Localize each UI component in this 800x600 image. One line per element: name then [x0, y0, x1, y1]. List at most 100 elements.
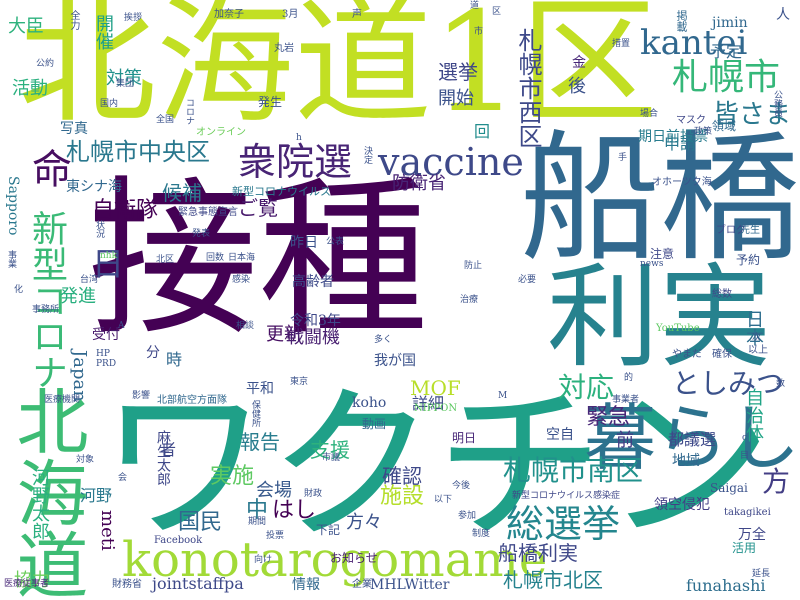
word: 全力 — [68, 10, 79, 30]
word: 影響 — [132, 391, 151, 401]
word: 北海道1区 — [18, 0, 658, 143]
word: news — [640, 259, 664, 269]
word: 明日 — [452, 431, 477, 445]
word: 札幌市西区 — [514, 28, 542, 148]
word: ワクチン — [100, 368, 772, 564]
word: 詳細 — [412, 394, 445, 413]
word: 日本海 — [228, 253, 256, 263]
word: コロナ — [184, 98, 194, 125]
word: 発表 — [192, 229, 211, 239]
word: 今後 — [452, 481, 471, 491]
word: 暮らし — [583, 396, 800, 480]
word: NIPPON — [414, 403, 458, 414]
word: 財務省 — [112, 579, 142, 590]
word: マスク — [676, 115, 706, 126]
word: 防衛省 — [392, 173, 446, 194]
word: 麻生太郎 — [155, 430, 171, 486]
word: 次 — [752, 333, 762, 343]
word: 事務所 — [32, 305, 60, 315]
word: jimin — [712, 15, 748, 31]
word: 対応 — [558, 371, 615, 404]
word: 施設 — [380, 484, 425, 509]
word: 活動 — [12, 78, 48, 99]
word: 緊急事態宣言 — [178, 207, 238, 218]
word: 船橋利実 — [498, 541, 578, 565]
word: 挨拶 — [124, 13, 143, 23]
word: 対象 — [76, 455, 95, 465]
word: 昨日 — [290, 235, 318, 251]
word: 金 — [572, 55, 586, 71]
word: 感染 — [232, 275, 251, 285]
word: 接種 — [88, 161, 429, 359]
word: 地域 — [672, 453, 700, 469]
word: 事業 — [6, 250, 16, 268]
word: 区 — [492, 7, 502, 17]
word: 決定 — [362, 146, 372, 164]
word: vaccine — [378, 140, 524, 184]
word: 政策 — [694, 127, 713, 137]
word: 対策 — [106, 68, 142, 89]
word: 新型コロナウイルス — [232, 185, 331, 198]
word: 方 — [762, 465, 791, 498]
word: 河野太郎 — [29, 468, 50, 540]
word: 緊急 — [586, 405, 631, 430]
word: 報告 — [240, 430, 280, 454]
word: M — [498, 391, 508, 401]
word: 治療 — [460, 295, 479, 305]
word: 会場 — [256, 480, 292, 501]
word: 後 — [568, 76, 586, 97]
word: 分 — [146, 345, 160, 361]
word: 手 — [618, 153, 628, 163]
word: 命 — [32, 147, 72, 193]
word: 都議選 — [668, 430, 717, 449]
word: お知らせ — [330, 551, 378, 565]
word: 確認 — [382, 464, 422, 488]
word: 多く — [374, 335, 393, 345]
word: Sapporo — [5, 176, 21, 236]
word: 活用 — [732, 541, 757, 555]
word: 掲載 — [675, 10, 688, 32]
word: はし — [272, 498, 317, 523]
word: 以上 — [748, 345, 768, 356]
word: 協力 — [14, 570, 50, 591]
word: MHLWitter — [370, 577, 450, 593]
word: 化 — [14, 285, 24, 295]
word: 目 — [740, 451, 750, 461]
word: 以下 — [434, 495, 453, 505]
word: 加奈子 — [214, 9, 244, 20]
word: 前 — [616, 430, 634, 451]
word: 総数 — [712, 289, 732, 300]
word: 場合 — [640, 109, 659, 119]
word: 我が国 — [374, 353, 416, 369]
word: 発生 — [258, 95, 283, 109]
word: 平和 — [246, 381, 274, 397]
word: 全国 — [156, 115, 175, 125]
word: 市議 — [322, 453, 341, 463]
word: A — [118, 321, 125, 331]
word: 北部航空方面隊 — [157, 395, 227, 406]
word: としみつ — [672, 367, 785, 400]
word: 開始 — [438, 88, 474, 109]
word: 集団 — [116, 79, 135, 89]
word: 選挙 — [438, 60, 478, 84]
word: 札幌市 — [672, 57, 781, 98]
word: 船橋 — [519, 118, 800, 281]
word: 東シナ海 — [66, 179, 122, 195]
word: 台湾 — [80, 275, 99, 285]
word: konotarogomame — [122, 532, 548, 588]
word: 申請 — [664, 134, 697, 153]
word: 河野 — [80, 486, 113, 505]
word: 予約 — [736, 253, 761, 267]
word: 時 — [166, 350, 183, 369]
word: 戦闘機 — [286, 327, 340, 348]
word: 受付 — [92, 327, 120, 343]
word: takagikei — [724, 507, 771, 518]
word: PRD — [96, 359, 117, 369]
word: 制度 — [472, 529, 491, 539]
word: 丸岩 — [274, 43, 294, 54]
word: 空自 — [546, 427, 574, 443]
word: 財政 — [304, 489, 323, 499]
word: c — [742, 433, 748, 443]
word: 相談 — [236, 321, 255, 331]
